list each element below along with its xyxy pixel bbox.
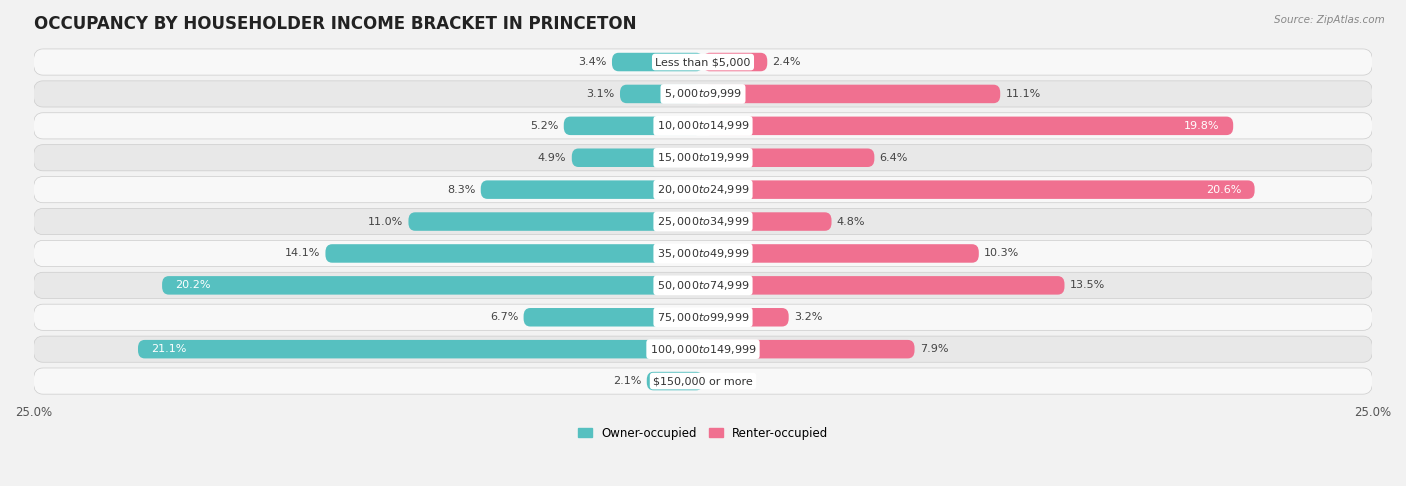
Text: 19.8%: 19.8% <box>1184 121 1220 131</box>
FancyBboxPatch shape <box>34 368 1372 394</box>
FancyBboxPatch shape <box>703 180 1254 199</box>
FancyBboxPatch shape <box>703 149 875 167</box>
Text: 5.2%: 5.2% <box>530 121 558 131</box>
Text: $100,000 to $149,999: $100,000 to $149,999 <box>650 343 756 356</box>
FancyBboxPatch shape <box>703 212 831 231</box>
Text: 8.3%: 8.3% <box>447 185 475 195</box>
Text: 11.0%: 11.0% <box>368 217 404 226</box>
FancyBboxPatch shape <box>523 308 703 327</box>
FancyBboxPatch shape <box>34 241 1372 266</box>
FancyBboxPatch shape <box>34 208 1372 235</box>
Text: 20.2%: 20.2% <box>176 280 211 290</box>
Text: $20,000 to $24,999: $20,000 to $24,999 <box>657 183 749 196</box>
FancyBboxPatch shape <box>138 340 703 358</box>
FancyBboxPatch shape <box>34 113 1372 139</box>
Text: 2.1%: 2.1% <box>613 376 641 386</box>
FancyBboxPatch shape <box>34 272 1372 298</box>
FancyBboxPatch shape <box>612 53 703 71</box>
Text: 2.4%: 2.4% <box>773 57 801 67</box>
FancyBboxPatch shape <box>34 81 1372 107</box>
FancyBboxPatch shape <box>34 145 1372 171</box>
Text: 21.1%: 21.1% <box>152 344 187 354</box>
Text: $50,000 to $74,999: $50,000 to $74,999 <box>657 279 749 292</box>
FancyBboxPatch shape <box>703 85 1000 103</box>
FancyBboxPatch shape <box>34 49 1372 75</box>
FancyBboxPatch shape <box>703 276 1064 295</box>
Text: 4.9%: 4.9% <box>538 153 567 163</box>
FancyBboxPatch shape <box>481 180 703 199</box>
FancyBboxPatch shape <box>564 117 703 135</box>
Text: 13.5%: 13.5% <box>1070 280 1105 290</box>
Text: Less than $5,000: Less than $5,000 <box>655 57 751 67</box>
FancyBboxPatch shape <box>703 244 979 263</box>
FancyBboxPatch shape <box>703 340 914 358</box>
FancyBboxPatch shape <box>703 308 789 327</box>
Text: 3.4%: 3.4% <box>578 57 606 67</box>
FancyBboxPatch shape <box>325 244 703 263</box>
Text: 6.7%: 6.7% <box>489 312 519 322</box>
Text: 0.0%: 0.0% <box>709 376 737 386</box>
Text: 14.1%: 14.1% <box>284 248 321 259</box>
Text: $10,000 to $14,999: $10,000 to $14,999 <box>657 120 749 132</box>
Text: OCCUPANCY BY HOUSEHOLDER INCOME BRACKET IN PRINCETON: OCCUPANCY BY HOUSEHOLDER INCOME BRACKET … <box>34 15 636 33</box>
Text: $15,000 to $19,999: $15,000 to $19,999 <box>657 151 749 164</box>
Text: 4.8%: 4.8% <box>837 217 865 226</box>
Text: 11.1%: 11.1% <box>1005 89 1040 99</box>
Text: $25,000 to $34,999: $25,000 to $34,999 <box>657 215 749 228</box>
FancyBboxPatch shape <box>34 304 1372 330</box>
FancyBboxPatch shape <box>647 372 703 390</box>
FancyBboxPatch shape <box>620 85 703 103</box>
FancyBboxPatch shape <box>162 276 703 295</box>
Text: $35,000 to $49,999: $35,000 to $49,999 <box>657 247 749 260</box>
Text: 7.9%: 7.9% <box>920 344 949 354</box>
Text: 20.6%: 20.6% <box>1206 185 1241 195</box>
Text: $150,000 or more: $150,000 or more <box>654 376 752 386</box>
FancyBboxPatch shape <box>703 117 1233 135</box>
Text: $5,000 to $9,999: $5,000 to $9,999 <box>664 87 742 101</box>
FancyBboxPatch shape <box>34 336 1372 362</box>
FancyBboxPatch shape <box>409 212 703 231</box>
Text: Source: ZipAtlas.com: Source: ZipAtlas.com <box>1274 15 1385 25</box>
FancyBboxPatch shape <box>703 53 768 71</box>
Text: 10.3%: 10.3% <box>984 248 1019 259</box>
Legend: Owner-occupied, Renter-occupied: Owner-occupied, Renter-occupied <box>572 422 834 444</box>
Text: 3.2%: 3.2% <box>794 312 823 322</box>
Text: 3.1%: 3.1% <box>586 89 614 99</box>
FancyBboxPatch shape <box>572 149 703 167</box>
Text: 6.4%: 6.4% <box>880 153 908 163</box>
Text: $75,000 to $99,999: $75,000 to $99,999 <box>657 311 749 324</box>
FancyBboxPatch shape <box>34 176 1372 203</box>
